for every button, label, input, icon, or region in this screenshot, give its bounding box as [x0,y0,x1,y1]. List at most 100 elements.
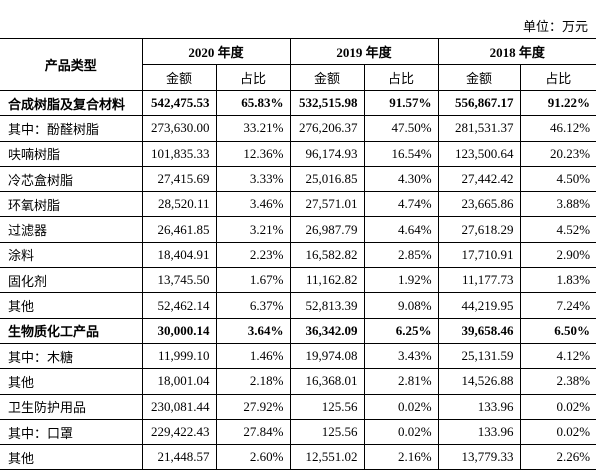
table-cell: 33.21% [215,115,291,142]
table-cell: 17,710.91 [437,241,521,269]
table-cell: 1.67% [215,267,291,294]
table-cell: 21,448.57 [141,444,217,470]
table-cell: 6.25% [363,317,439,344]
table-row: 其他 21,448.57 2.60% 12,551.02 2.16% 13,779.33 2… [0,444,596,470]
table-row: 卫生防护用品 230,081.44 27.92% 125.56 0.02% 133.96 0… [0,393,596,420]
table-cell: 532,515.98 [289,89,365,117]
table-cell: 2.26% [519,444,596,470]
table-cell: 7.24% [519,292,596,319]
table-row: 其中：木糖 11,999.10 1.46% 19,974.08 3.43% 25,131.… [0,342,596,370]
table-cell: 16.54% [363,140,439,167]
table-cell: 3.46% [215,191,291,218]
table-cell: 过滤器 [0,216,143,243]
table-cell: 0.02% [363,393,439,420]
header-cell: 金额 [289,64,365,91]
table-cell: 3.21% [215,216,291,243]
table-cell: 18,001.04 [141,368,217,395]
table-cell: 18,404.91 [141,241,217,269]
table-cell: 1.92% [363,267,439,294]
table-cell: 2.23% [215,241,291,269]
table-row: 其他 52,462.14 6.37% 52,813.39 9.08% 44,219.95 7… [0,292,596,319]
table-cell: 2.38% [519,368,596,395]
table-cell: 14,526.88 [437,368,521,395]
table-cell: 556,867.17 [437,89,521,117]
table-cell: 123,500.64 [437,140,521,167]
data-table: 产品类型 2020 年度 2019 年度 2018 年度 金额 占比 金额 占比 金额 占比 合成… [0,38,596,470]
header-cell: 2019 年度 [289,38,439,65]
table-row: 其中：口罩 229,422.43 27.84% 125.56 0.02% 133.96 0.… [0,418,596,446]
table-row: 合成树脂及复合材料 542,475.53 65.83% 532,515.98 91.57… [0,89,596,117]
table-cell: 229,422.43 [141,418,217,446]
table-cell: 27,415.69 [141,165,217,193]
table-cell: 其他 [0,368,143,395]
table-cell: 52,462.14 [141,292,217,319]
table-row: 过滤器 26,461.85 3.21% 26,987.79 4.64% 27,618.29… [0,216,596,243]
table-cell: 13,779.33 [437,444,521,470]
table-cell: 20.23% [519,140,596,167]
table-cell: 0.02% [363,418,439,446]
table-cell: 47.50% [363,115,439,142]
table-cell: 卫生防护用品 [0,393,143,420]
unit-label: 单位：万元 [522,19,588,34]
table-cell: 固化剂 [0,267,143,294]
table-cell: 6.50% [519,317,596,344]
table-cell: 12.36% [215,140,291,167]
table-cell: 4.52% [519,216,596,243]
table-cell: 4.64% [363,216,439,243]
table-cell: 12,551.02 [289,444,365,470]
table-cell: 0.02% [519,393,596,420]
table-cell: 133.96 [437,418,521,446]
table-cell: 281,531.37 [437,115,521,142]
table-cell: 39,658.46 [437,317,521,344]
table-cell: 23,665.86 [437,191,521,218]
table-cell: 46.12% [519,115,596,142]
table-cell: 2.81% [363,368,439,395]
table-row: 生物质化工产品 30,000.14 3.64% 36,342.09 6.25% 39,65… [0,317,596,344]
table-cell: 96,174.93 [289,140,365,167]
table-cell: 4.74% [363,191,439,218]
table-cell: 9.08% [363,292,439,319]
table-cell: 27,571.01 [289,191,365,218]
table-cell: 0.02% [519,418,596,446]
table-cell: 涂料 [0,241,143,269]
table-cell: 52,813.39 [289,292,365,319]
table-cell: 13,745.50 [141,267,217,294]
table-cell: 65.83% [215,89,291,117]
table-cell: 3.33% [215,165,291,193]
table-cell: 25,131.59 [437,342,521,370]
table-cell: 4.30% [363,165,439,193]
table-cell: 91.57% [363,89,439,117]
table-cell: 合成树脂及复合材料 [0,89,143,117]
table-row: 环氧树脂 28,520.11 3.46% 27,571.01 4.74% 23,665.8… [0,191,596,218]
table-cell: 230,081.44 [141,393,217,420]
table-cell: 2.18% [215,368,291,395]
table-cell: 11,999.10 [141,342,217,370]
table-cell: 11,162.82 [289,267,365,294]
table-cell: 101,835.33 [141,140,217,167]
table-cell: 2.90% [519,241,596,269]
header-row: 产品类型 2020 年度 2019 年度 2018 年度 [0,38,596,91]
header-cell: 产品类型 [0,38,143,91]
table-cell: 11,177.73 [437,267,521,294]
table-cell: 环氧树脂 [0,191,143,218]
table-cell: 1.46% [215,342,291,370]
table-cell: 27.84% [215,418,291,446]
table-row: 其他 18,001.04 2.18% 16,368.01 2.81% 14,526.88 2… [0,368,596,395]
table-cell: 91.22% [519,89,596,117]
table-cell: 133.96 [437,393,521,420]
table-cell: 44,219.95 [437,292,521,319]
table-cell: 其中：木糖 [0,342,143,370]
table-cell: 542,475.53 [141,89,217,117]
table-cell: 6.37% [215,292,291,319]
header-cell: 金额 [142,64,217,91]
table-cell: 3.88% [519,191,596,218]
table-cell: 16,368.01 [289,368,365,395]
table-cell: 273,630.00 [141,115,217,142]
header-cell: 占比 [363,64,439,91]
table-cell: 26,461.85 [141,216,217,243]
table-cell: 2.60% [215,444,291,470]
table-cell: 28,520.11 [141,191,217,218]
table-cell: 125.56 [289,393,365,420]
table-cell: 其中：口罩 [0,418,143,446]
